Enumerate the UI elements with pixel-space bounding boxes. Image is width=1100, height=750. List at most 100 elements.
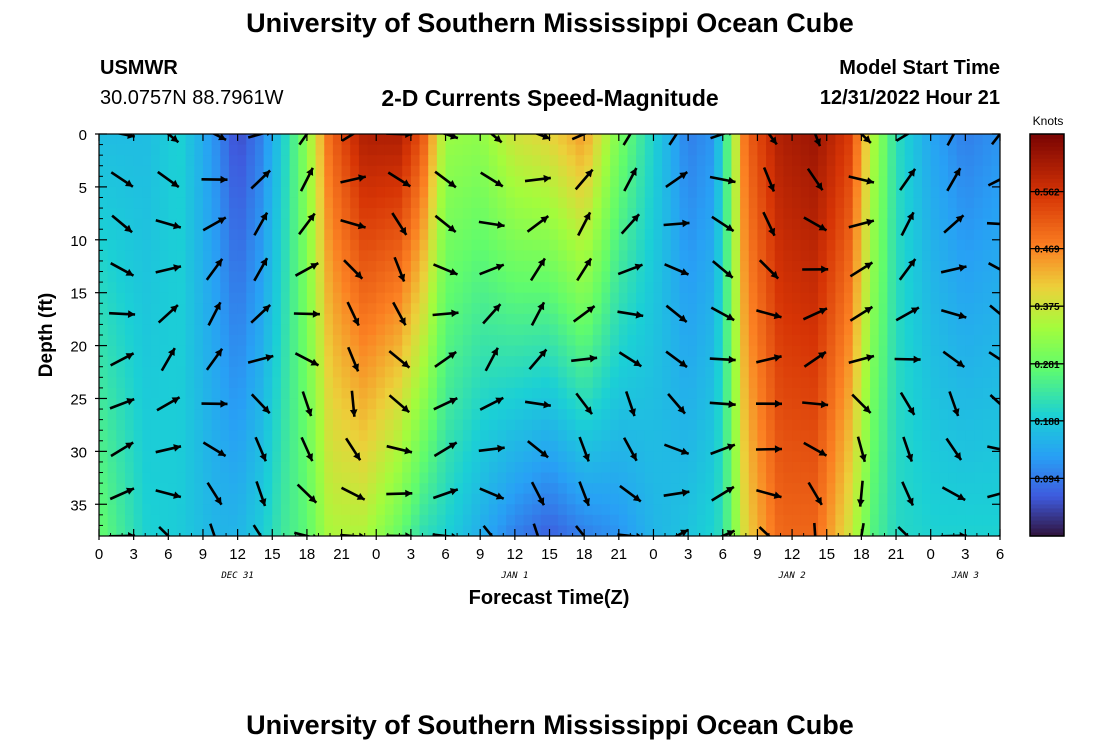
heat-cell: [254, 514, 265, 527]
heat-cell: [852, 377, 862, 389]
heat-cell: [566, 419, 577, 431]
heat-cell: [913, 366, 923, 378]
heat-cell: [644, 451, 655, 463]
heat-cell: [263, 514, 273, 527]
heat-cell: [956, 335, 966, 347]
heat-cell: [384, 208, 395, 220]
heat-cell: [367, 440, 377, 452]
heat-cell: [670, 377, 681, 389]
heat-cell: [194, 303, 204, 315]
heat-cell: [480, 377, 490, 389]
heat-cell: [436, 303, 447, 315]
heat-cell: [705, 186, 715, 199]
vector-arrow: [860, 522, 865, 536]
heat-cell: [809, 335, 819, 347]
heat-cell: [696, 144, 707, 156]
heat-cell: [618, 186, 629, 199]
heat-cell: [341, 250, 351, 262]
heat-cell: [922, 345, 932, 357]
heat-cell: [462, 472, 473, 484]
heat-cell: [610, 303, 620, 315]
heat-cell: [298, 292, 308, 304]
heat-cell: [402, 292, 412, 304]
heat-cell: [341, 208, 351, 220]
heat-cell: [220, 271, 230, 283]
heat-cell: [419, 419, 429, 431]
heat-cell: [436, 398, 447, 410]
heat-cell: [540, 313, 551, 326]
heat-cell: [176, 239, 187, 251]
heat-cell: [402, 134, 412, 146]
heat-cell: [592, 324, 603, 336]
heat-cell: [289, 440, 299, 452]
heat-cell: [99, 292, 109, 304]
heat-cell: [688, 260, 698, 273]
heat-cell: [774, 260, 785, 273]
heat-cell: [462, 208, 473, 220]
heat-cell: [280, 324, 291, 336]
vector-arrow: [293, 531, 313, 536]
heat-cell: [618, 451, 629, 463]
colorbar-frame: [1029, 133, 1065, 537]
heat-cell: [254, 335, 265, 347]
heat-cell: [133, 239, 143, 251]
heat-cell: [280, 313, 291, 326]
heat-cell: [982, 197, 992, 209]
heat-cell: [870, 197, 880, 209]
heat-cell: [930, 398, 940, 410]
heat-cell: [592, 409, 603, 421]
heat-cell: [133, 134, 143, 146]
heat-cell: [939, 419, 949, 431]
heat-cell: [714, 345, 724, 357]
heat-cell: [324, 303, 334, 315]
vector-arrow-head: [864, 262, 873, 270]
vector-arrow-head: [815, 182, 823, 191]
heat-cell: [818, 218, 828, 230]
heat-cell: [376, 271, 386, 283]
heat-cell: [358, 282, 369, 294]
heat-cell: [913, 313, 923, 326]
colorbar-step: [1030, 198, 1064, 203]
heat-cell: [748, 165, 759, 177]
heat-cell: [974, 356, 984, 368]
heat-cell: [575, 440, 585, 452]
heat-cell: [653, 144, 663, 156]
heat-cell: [592, 229, 603, 241]
heat-cell: [410, 271, 421, 283]
heat-cell: [826, 335, 836, 347]
heat-cell: [722, 250, 733, 262]
heat-cell: [410, 229, 421, 241]
heat-cell: [280, 493, 291, 505]
heat-cell: [150, 282, 161, 294]
heat-cell: [454, 229, 464, 241]
heat-cell: [402, 525, 412, 536]
heat-cell: [480, 271, 490, 283]
heat-cell: [150, 356, 161, 368]
heat-cell: [792, 430, 802, 442]
heat-cell: [168, 356, 178, 368]
heat-cell: [280, 504, 291, 516]
heat-cell: [514, 218, 525, 230]
heat-cell: [558, 377, 568, 389]
heat-cell: [844, 440, 854, 452]
heat-cell: [462, 218, 473, 230]
heat-cell: [653, 377, 663, 389]
heat-cell: [506, 472, 516, 484]
heat-cell: [679, 409, 689, 421]
heat-cell: [358, 387, 369, 400]
heat-cell: [194, 144, 204, 156]
heat-cell: [462, 313, 473, 326]
heat-cell: [774, 335, 785, 347]
heat-cell: [272, 345, 282, 357]
heat-cell: [662, 366, 672, 378]
heat-cell: [688, 419, 698, 431]
heat-cell: [254, 239, 265, 251]
heat-cell: [419, 430, 429, 442]
heat-cell: [835, 218, 845, 230]
heat-cell: [150, 313, 161, 326]
heat-cell: [462, 292, 473, 304]
heat-cell: [393, 345, 403, 357]
vector-arrow: [987, 262, 1000, 271]
heat-cell: [289, 144, 299, 156]
heat-cell: [497, 504, 507, 516]
